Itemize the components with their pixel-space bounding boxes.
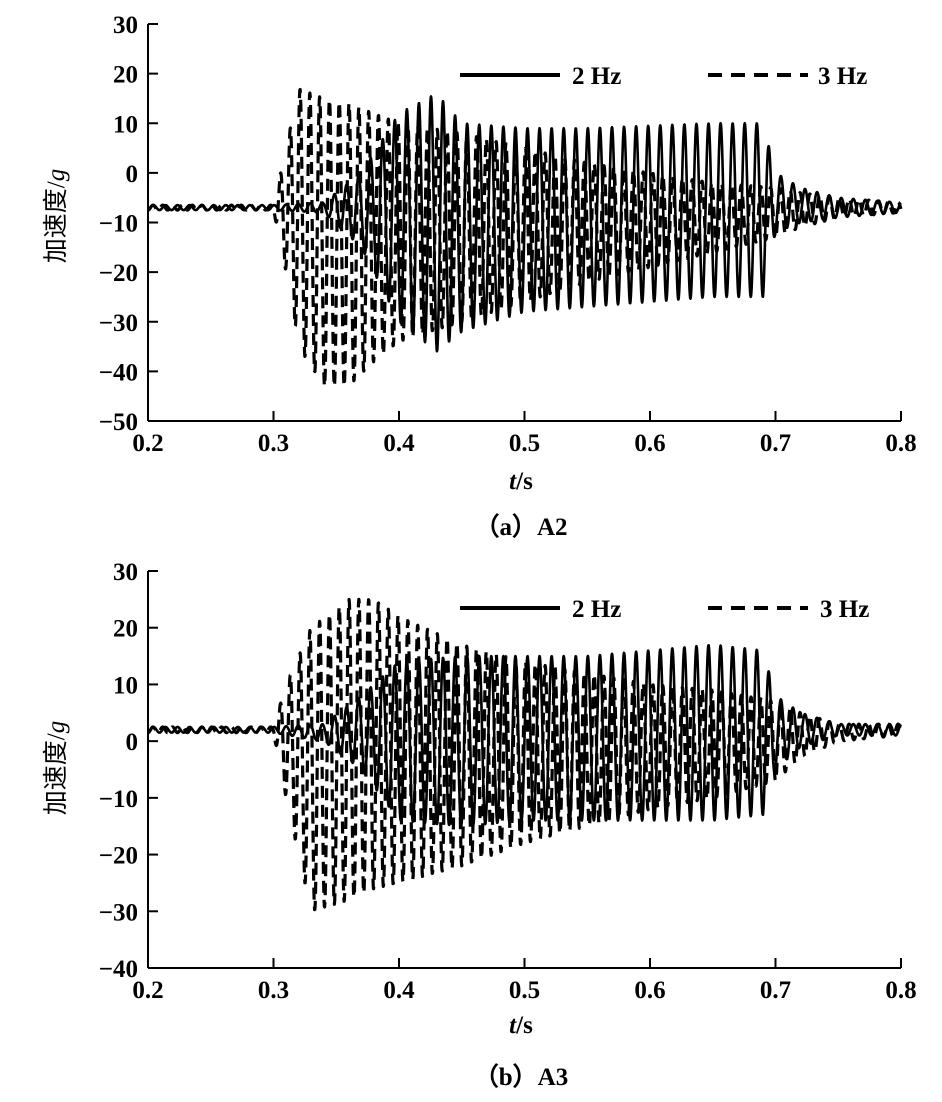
x-tick-label: 0.7 [760,430,791,457]
y-tick-label: −50 [99,409,138,436]
x-tick-label: 0.7 [760,977,791,1004]
y-axis-label: 加速度/g [42,721,70,815]
x-tick-label: 0.2 [132,430,163,457]
x-axis-label: t/s [509,1012,533,1039]
series-3hz [146,597,903,912]
y-tick-label: −40 [99,956,138,983]
x-tick-label: 0.2 [132,977,163,1004]
chart-panel-a2: −50 −40 −30 −20 −10 0 10 20 30 0.2 0.3 0.4 0.5 0.6 0.7… [42,12,917,541]
chart-panel-a3: −40 −30 −20 −10 0 10 20 30 0.2 0.3 0.4 0.5 0.6 0.7 0.8… [42,559,917,1091]
x-tick-label: 0.4 [383,977,415,1004]
y-tick-label: −10 [99,211,138,238]
x-tick-label: 0.8 [885,430,916,457]
x-tick-label: 0.6 [634,430,665,457]
y-tick-label: 30 [113,559,138,586]
y-tick-label: 0 [126,161,139,188]
x-tick-label: 0.8 [885,977,916,1004]
y-tick-label: 30 [113,12,138,39]
x-tick-label: 0.6 [634,977,665,1004]
x-tick-label: 0.3 [258,977,289,1004]
panel-caption: （b）A3 [474,1062,568,1091]
y-tick-label: 20 [113,616,138,643]
y-tick-label: 10 [113,672,138,699]
series-layer [146,87,903,388]
axes: −50 −40 −30 −20 −10 0 10 20 30 0.2 0.3 0.4 0.5 0.6 0.7… [99,12,917,457]
x-tick-label: 0.5 [509,430,540,457]
legend: 2 Hz 3 Hz [460,63,867,90]
legend-label-3hz: 3 Hz [820,596,869,623]
y-tick-label: −30 [99,310,138,337]
series-line-3hz [146,87,903,388]
axes: −40 −30 −20 −10 0 10 20 30 0.2 0.3 0.4 0.5 0.6 0.7 0.8 [99,559,917,1004]
y-tick-label: −20 [99,260,138,287]
legend-label-2hz: 2 Hz [572,63,621,90]
legend: 2 Hz 3 Hz [460,596,869,623]
x-tick-label: 0.4 [383,430,415,457]
series-line-3hz [146,597,903,912]
legend-label-2hz: 2 Hz [572,596,621,623]
y-axis-label: 加速度/g [42,169,70,263]
y-tick-label: −20 [99,843,138,870]
series-3hz [146,87,903,388]
panel-caption: （a）A2 [474,512,567,541]
legend-label-3hz: 3 Hz [818,63,867,90]
series-layer [146,597,903,912]
x-axis-label: t/s [509,468,533,495]
x-tick-label: 0.3 [258,430,289,457]
y-tick-label: −30 [99,899,138,926]
y-tick-label: −40 [99,359,138,386]
y-tick-label: −10 [99,786,138,813]
x-tick-label: 0.5 [509,977,540,1004]
y-tick-label: 10 [113,111,138,138]
y-tick-label: 0 [126,729,139,756]
y-tick-label: 20 [113,62,138,89]
